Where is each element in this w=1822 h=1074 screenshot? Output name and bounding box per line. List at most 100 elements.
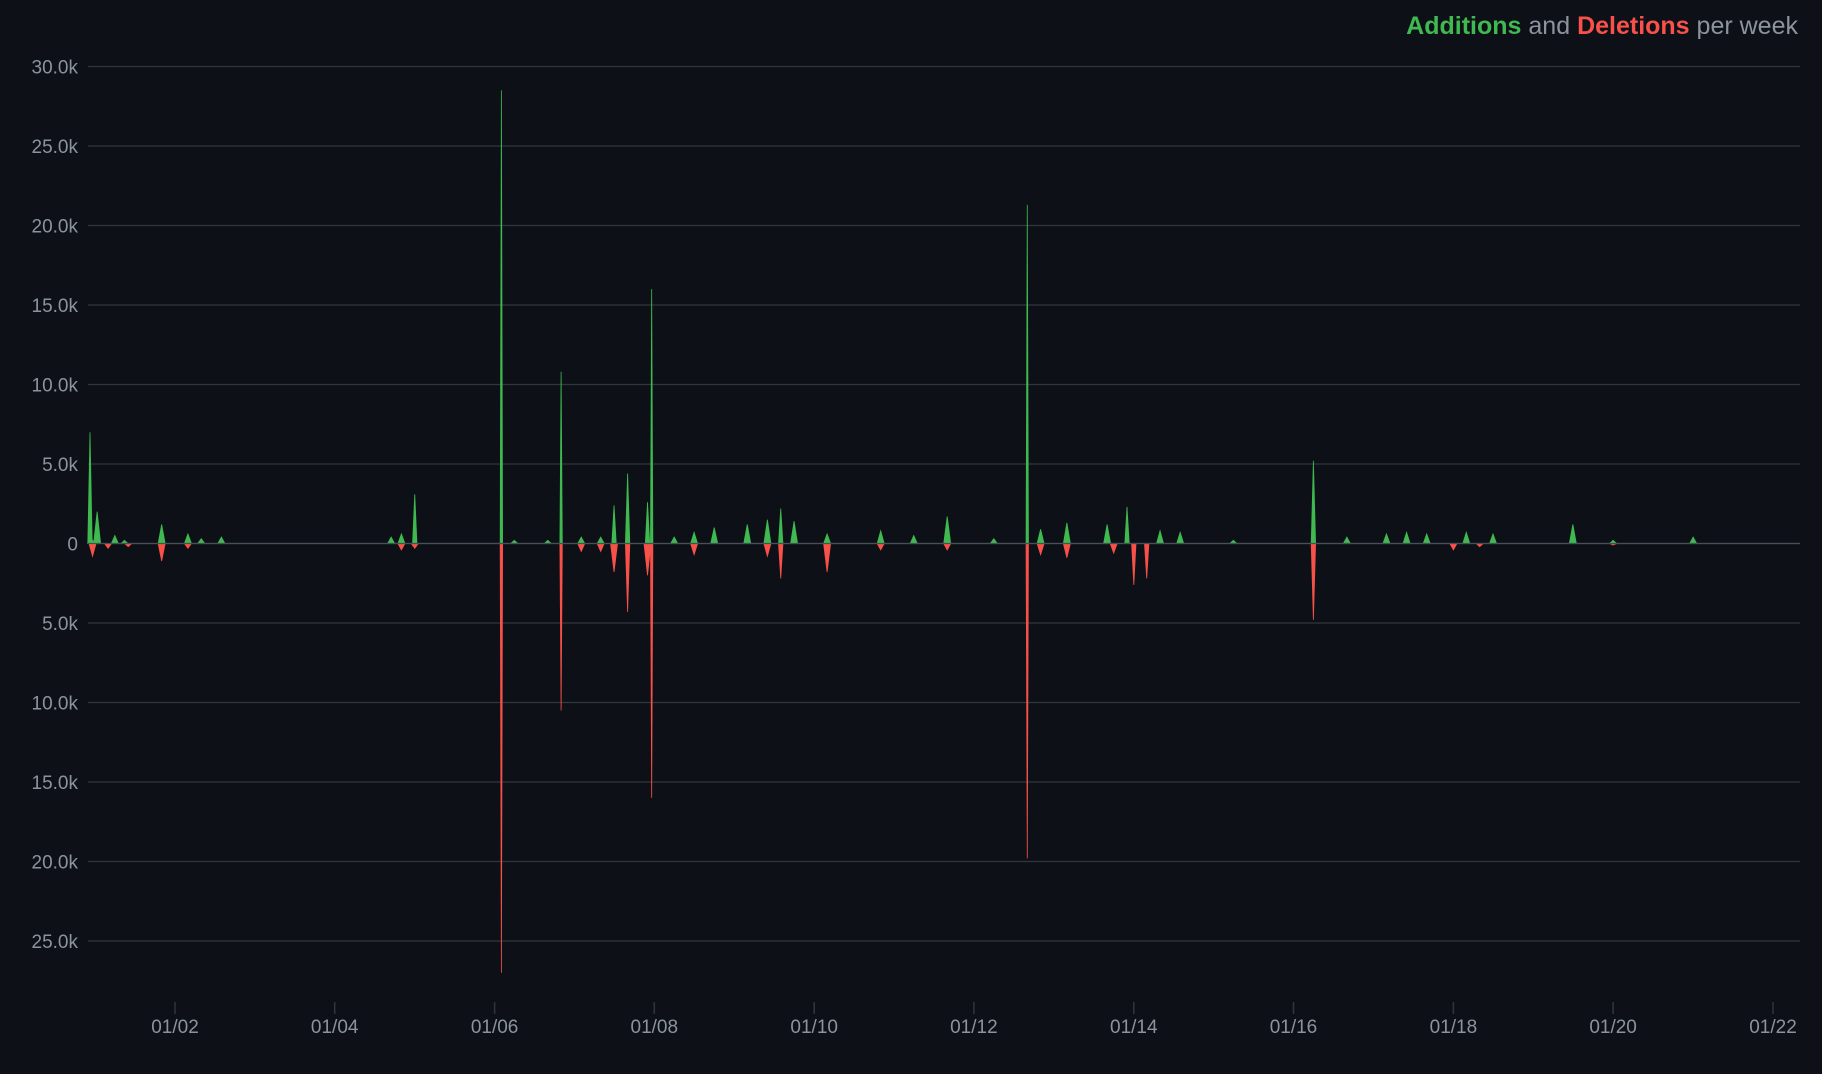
additions-spike: [650, 289, 654, 544]
legend-deletions: Deletions: [1577, 12, 1690, 40]
deletions-spike: [610, 543, 618, 573]
deletions-spike: [1144, 543, 1150, 579]
y-tick-label: 5.0k: [42, 614, 78, 635]
deletions-spike: [559, 543, 563, 711]
additions-spike: [596, 536, 605, 544]
deletions-spike: [943, 543, 952, 551]
additions-spike: [1488, 532, 1498, 544]
deletions-spike: [650, 543, 654, 798]
deletions-spike: [1025, 543, 1029, 859]
additions-spike: [710, 527, 719, 544]
series-deletions: [88, 543, 1617, 973]
additions-spike: [499, 90, 503, 544]
grid-layer: [88, 65, 1800, 942]
additions-spike: [763, 519, 772, 544]
y-tick-label: 5.0k: [42, 455, 78, 476]
additions-spike: [183, 532, 192, 544]
x-tick-label: 01/20: [1589, 1017, 1637, 1038]
additions-spike: [644, 502, 651, 544]
series-layer: [87, 90, 1800, 973]
x-tick-label: 01/18: [1430, 1017, 1478, 1038]
additions-spike: [1422, 532, 1431, 544]
deletions-spike: [643, 543, 652, 576]
deletions-spike: [397, 543, 406, 551]
series-additions: [87, 90, 1698, 544]
additions-spike: [196, 538, 206, 544]
additions-spike: [989, 538, 999, 544]
x-tick-label: 01/04: [311, 1017, 359, 1038]
x-tick-label: 01/12: [950, 1017, 998, 1038]
deletions-spike: [499, 543, 503, 973]
x-tick-label: 01/22: [1749, 1017, 1797, 1038]
additions-spike: [157, 524, 166, 544]
deletions-spike: [88, 543, 97, 558]
x-tick-label: 01/02: [151, 1017, 199, 1038]
additions-spike: [1568, 524, 1577, 544]
additions-spike: [876, 529, 885, 544]
deletions-spike: [1062, 543, 1071, 558]
deletions-spike: [778, 543, 784, 579]
x-tick-label: 01/08: [631, 1017, 679, 1038]
y-tick-label: 15.0k: [32, 773, 79, 794]
deletions-spike: [1310, 543, 1317, 620]
y-tick-label: 30.0k: [32, 58, 79, 79]
additions-spike: [1036, 529, 1045, 544]
title-suffix: per week: [1696, 12, 1798, 40]
x-tick-label: 01/10: [790, 1017, 838, 1038]
deletions-spike: [183, 543, 193, 549]
deletions-spike: [157, 543, 166, 562]
y-tick-label: 0: [67, 535, 78, 556]
deletions-spike: [577, 543, 586, 553]
additions-spike: [1382, 532, 1391, 544]
deletions-spike: [876, 543, 885, 551]
legend-additions: Additions: [1406, 12, 1522, 40]
additions-spike: [397, 532, 406, 544]
deletions-spike: [763, 543, 772, 558]
additions-spike: [1156, 529, 1165, 544]
additions-spike: [778, 508, 784, 544]
additions-spike: [1124, 506, 1130, 544]
y-tick-label: 20.0k: [32, 217, 79, 238]
y-tick-label: 25.0k: [32, 137, 79, 158]
deletions-spike: [103, 543, 113, 549]
additions-spike: [670, 536, 679, 544]
deletions-spike: [624, 543, 631, 612]
additions-spike: [1025, 204, 1029, 544]
title-and: and: [1528, 12, 1571, 40]
y-tick-label: 20.0k: [32, 853, 79, 874]
y-tick-label: 10.0k: [32, 376, 79, 397]
x-tick-label: 01/14: [1110, 1017, 1158, 1038]
y-axis-ticks: 30.0k 25.0k 20.0k 15.0k 10.0k 5.0k 0 5.0k 10.0k 1…: [32, 58, 79, 954]
additions-spike: [577, 536, 586, 544]
deletions-spike: [690, 543, 699, 556]
additions-spike: [611, 505, 617, 544]
y-tick-label: 15.0k: [32, 296, 79, 317]
additions-spike: [217, 536, 226, 544]
y-tick-label: 10.0k: [32, 694, 79, 715]
x-tick-label: 01/06: [471, 1017, 519, 1038]
x-tick-label: 01/16: [1270, 1017, 1318, 1038]
additions-spike: [624, 473, 631, 544]
deletions-spike: [1449, 543, 1458, 551]
additions-spike: [559, 371, 563, 544]
additions-spike: [1688, 536, 1698, 544]
additions-spike: [1062, 522, 1071, 544]
deletions-spike: [823, 543, 832, 573]
additions-spike: [1176, 531, 1185, 544]
deletions-spike: [410, 543, 420, 549]
deletions-spike: [596, 543, 605, 553]
additions-spike: [1310, 460, 1317, 544]
additions-spike: [790, 521, 799, 544]
additions-spike: [386, 536, 396, 544]
deletions-spike: [1131, 543, 1137, 585]
additions-spike: [1342, 536, 1352, 544]
additions-spike: [1402, 531, 1411, 544]
deletions-spike: [1109, 543, 1118, 555]
additions-spike: [412, 494, 418, 544]
additions-spike: [87, 432, 93, 544]
additions-spike: [690, 531, 699, 544]
chart-title: Additions and Deletions per week: [1406, 12, 1798, 41]
y-tick-label: 25.0k: [32, 932, 79, 953]
deletions-spike: [1036, 543, 1045, 556]
